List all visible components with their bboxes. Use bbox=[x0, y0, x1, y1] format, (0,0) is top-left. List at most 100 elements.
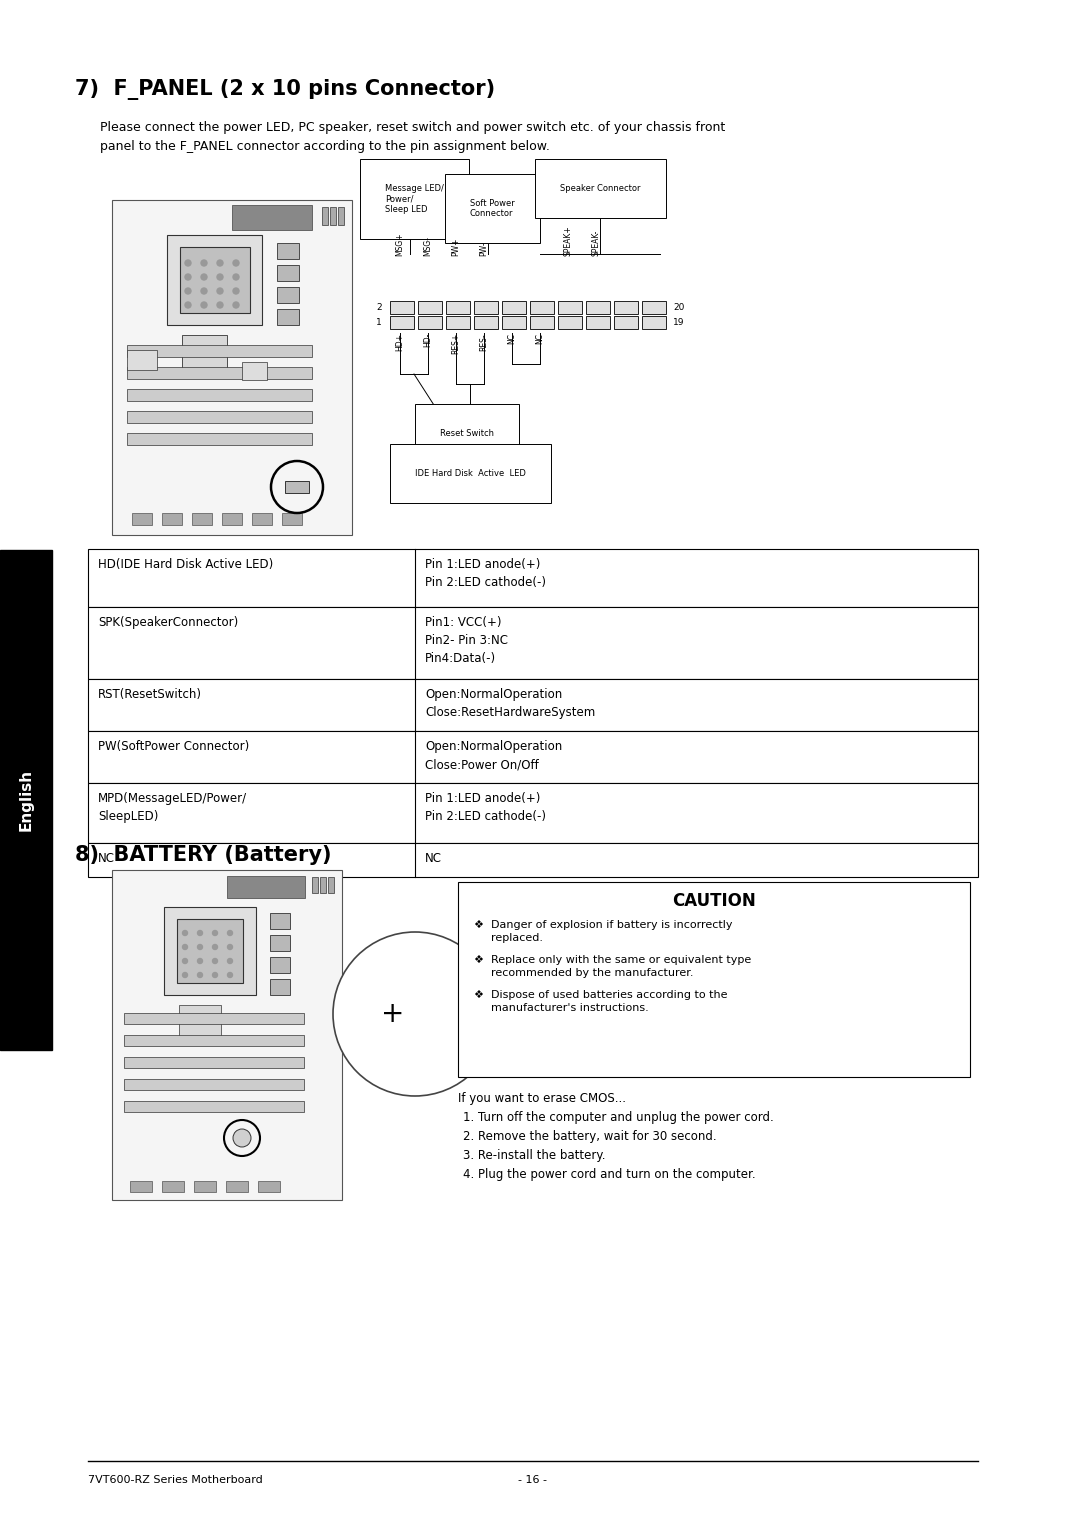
Text: 20: 20 bbox=[673, 303, 685, 312]
Bar bbox=[242, 362, 267, 381]
Circle shape bbox=[217, 274, 222, 280]
Text: MSG-: MSG- bbox=[423, 235, 432, 255]
Bar bbox=[270, 936, 291, 951]
Circle shape bbox=[228, 931, 232, 936]
Text: SPEAK+: SPEAK+ bbox=[564, 225, 572, 255]
Circle shape bbox=[213, 945, 217, 950]
Bar bbox=[164, 907, 256, 995]
Bar bbox=[87, 783, 978, 842]
Circle shape bbox=[185, 287, 191, 294]
Bar bbox=[328, 878, 334, 893]
Bar bbox=[194, 1180, 216, 1193]
Circle shape bbox=[228, 945, 232, 950]
Text: RES-: RES- bbox=[480, 333, 488, 350]
Text: ❖: ❖ bbox=[473, 989, 483, 1000]
Circle shape bbox=[233, 303, 239, 307]
Circle shape bbox=[198, 959, 203, 963]
Circle shape bbox=[201, 287, 207, 294]
Bar bbox=[87, 731, 978, 783]
Bar bbox=[127, 367, 312, 379]
Text: 2. Remove the battery, wait for 30 second.: 2. Remove the battery, wait for 30 secon… bbox=[463, 1130, 717, 1144]
Bar bbox=[558, 317, 582, 329]
Text: RES+: RES+ bbox=[451, 333, 460, 355]
Bar bbox=[112, 200, 352, 535]
Bar bbox=[270, 979, 291, 995]
Text: RST(ResetSwitch): RST(ResetSwitch) bbox=[98, 688, 202, 700]
Text: 7VT600-RZ Series Motherboard: 7VT600-RZ Series Motherboard bbox=[87, 1475, 262, 1485]
Bar bbox=[615, 317, 638, 329]
Circle shape bbox=[183, 931, 188, 936]
Text: Pin 1:LED anode(+)
Pin 2:LED cathode(-): Pin 1:LED anode(+) Pin 2:LED cathode(-) bbox=[426, 792, 546, 823]
Circle shape bbox=[228, 972, 232, 977]
Text: NC: NC bbox=[426, 852, 442, 865]
Bar bbox=[87, 679, 978, 731]
Bar bbox=[258, 1180, 280, 1193]
Circle shape bbox=[183, 945, 188, 950]
Bar bbox=[338, 206, 345, 225]
Bar bbox=[226, 1180, 248, 1193]
Circle shape bbox=[233, 260, 239, 266]
Text: - 16 -: - 16 - bbox=[518, 1475, 548, 1485]
Bar bbox=[127, 388, 312, 401]
Text: Message LED/
Power/
Sleep LED: Message LED/ Power/ Sleep LED bbox=[384, 183, 444, 214]
Text: NC: NC bbox=[508, 333, 516, 344]
Bar bbox=[179, 1005, 221, 1038]
Bar bbox=[285, 482, 309, 492]
Bar bbox=[276, 309, 299, 326]
Bar bbox=[530, 317, 554, 329]
Circle shape bbox=[213, 972, 217, 977]
Bar bbox=[127, 346, 312, 356]
Bar bbox=[330, 206, 336, 225]
Bar bbox=[127, 350, 157, 370]
Text: PW-: PW- bbox=[480, 242, 488, 255]
Bar bbox=[132, 514, 152, 524]
Circle shape bbox=[198, 972, 203, 977]
Bar bbox=[586, 317, 610, 329]
Text: Pin1: VCC(+)
Pin2- Pin 3:NC
Pin4:Data(-): Pin1: VCC(+) Pin2- Pin 3:NC Pin4:Data(-) bbox=[426, 616, 508, 665]
Bar bbox=[446, 301, 470, 313]
Circle shape bbox=[228, 959, 232, 963]
Text: Dispose of used batteries according to the
manufacturer's instructions.: Dispose of used batteries according to t… bbox=[491, 989, 728, 1014]
Circle shape bbox=[217, 303, 222, 307]
Text: Open:NormalOperation
Close:ResetHardwareSystem: Open:NormalOperation Close:ResetHardware… bbox=[426, 688, 595, 719]
Circle shape bbox=[198, 931, 203, 936]
Text: 1: 1 bbox=[376, 318, 382, 327]
Bar bbox=[87, 549, 978, 607]
Bar bbox=[320, 878, 326, 893]
Bar bbox=[124, 1079, 303, 1090]
Text: Danger of explosion if battery is incorrectly
replaced.: Danger of explosion if battery is incorr… bbox=[491, 920, 732, 943]
Text: MSG+: MSG+ bbox=[395, 232, 405, 255]
Bar bbox=[252, 514, 272, 524]
Text: 2: 2 bbox=[376, 303, 382, 312]
Bar bbox=[312, 878, 318, 893]
Bar bbox=[390, 317, 414, 329]
Bar bbox=[180, 248, 249, 313]
Bar bbox=[276, 265, 299, 281]
Circle shape bbox=[233, 287, 239, 294]
Bar bbox=[276, 243, 299, 258]
Text: MPD(MessageLED/Power/
SleepLED): MPD(MessageLED/Power/ SleepLED) bbox=[98, 792, 247, 823]
Bar bbox=[558, 301, 582, 313]
Bar bbox=[124, 1035, 303, 1046]
Bar bbox=[322, 206, 328, 225]
Bar bbox=[276, 287, 299, 303]
Text: 8)  BATTERY (Battery): 8) BATTERY (Battery) bbox=[75, 846, 332, 865]
Circle shape bbox=[201, 274, 207, 280]
Bar bbox=[642, 317, 666, 329]
Text: Speaker Connector: Speaker Connector bbox=[561, 183, 640, 193]
Text: Reset Switch: Reset Switch bbox=[440, 430, 494, 437]
Text: 4. Plug the power cord and turn on the computer.: 4. Plug the power cord and turn on the c… bbox=[463, 1168, 756, 1180]
Text: Soft Power
Connector: Soft Power Connector bbox=[470, 199, 515, 219]
Circle shape bbox=[185, 260, 191, 266]
Circle shape bbox=[217, 260, 222, 266]
Bar bbox=[192, 514, 212, 524]
Bar bbox=[124, 1014, 303, 1024]
Circle shape bbox=[233, 1128, 251, 1147]
Text: 1. Turn off the computer and unplug the power cord.: 1. Turn off the computer and unplug the … bbox=[463, 1112, 773, 1124]
Text: 3. Re-install the battery.: 3. Re-install the battery. bbox=[463, 1148, 606, 1162]
Bar bbox=[162, 514, 183, 524]
Bar bbox=[162, 1180, 184, 1193]
Bar bbox=[446, 317, 470, 329]
Text: ❖: ❖ bbox=[473, 920, 483, 930]
Text: SPK(SpeakerConnector): SPK(SpeakerConnector) bbox=[98, 616, 239, 628]
